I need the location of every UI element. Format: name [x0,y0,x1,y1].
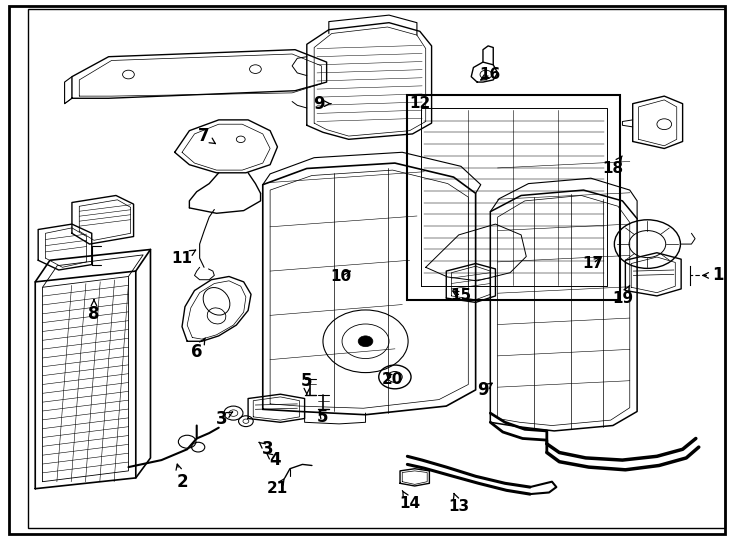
Text: 12: 12 [410,96,430,111]
Text: 9: 9 [313,94,331,113]
Text: 10: 10 [331,269,352,284]
Text: 8: 8 [88,300,100,323]
Text: 16: 16 [480,67,501,82]
Text: 3: 3 [216,409,233,428]
Text: 1: 1 [703,266,724,285]
Text: 6: 6 [191,338,206,361]
Text: 13: 13 [448,494,469,514]
Text: 21: 21 [267,478,288,496]
Text: 19: 19 [612,285,633,306]
Text: 5: 5 [301,372,313,395]
Text: 3: 3 [259,440,274,458]
Text: 2: 2 [176,464,188,491]
Text: 15: 15 [451,288,471,303]
Text: 11: 11 [172,250,196,266]
Text: 7: 7 [198,127,215,145]
Text: 18: 18 [603,156,623,176]
Circle shape [358,336,373,347]
Text: 4: 4 [266,451,281,469]
Text: 20: 20 [382,372,404,387]
Text: 14: 14 [399,490,420,511]
Text: 5: 5 [317,408,329,426]
Text: 17: 17 [583,256,603,271]
Bar [407,94,620,300]
Text: 9: 9 [477,381,493,399]
